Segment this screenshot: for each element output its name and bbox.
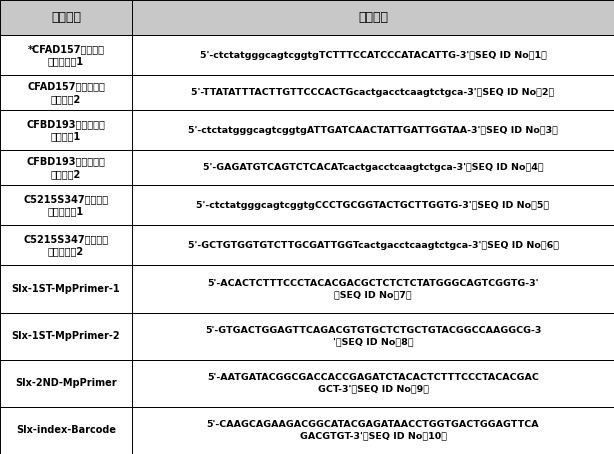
Bar [132, 312, 614, 360]
Text: 5'-ctctatgggcagtcggtgTCTTTCCATCCCATACATTG-3'（SEQ ID No：1）: 5'-ctctatgggcagtcggtgTCTTTCCATCCCATACATT… [200, 50, 546, 59]
Text: 5'-ACACTCTTTCCCTACACGACGCTCTCTCTATGGGCAGTCGGTG-3'
（SEQ ID No：7）: 5'-ACACTCTTTCCCTACACGACGCTCTCTCTATGGGCAG… [208, 279, 538, 299]
Bar [132, 75, 614, 110]
Text: Slx-1ST-MpPrimer-1: Slx-1ST-MpPrimer-1 [12, 284, 120, 294]
Text: Slx-1ST-MpPrimer-2: Slx-1ST-MpPrimer-2 [12, 331, 120, 341]
Bar [0, 35, 132, 75]
Bar [0, 75, 132, 110]
Bar [132, 0, 614, 35]
Text: Slx-index-Barcode: Slx-index-Barcode [16, 425, 116, 435]
Text: Slx-2ND-MpPrimer: Slx-2ND-MpPrimer [15, 378, 117, 388]
Text: CFBD193位点特异性
捕获探针2: CFBD193位点特异性 捕获探针2 [26, 157, 106, 179]
Bar [0, 225, 132, 266]
Bar [132, 266, 614, 312]
Bar [0, 407, 132, 454]
Text: 引物名称: 引物名称 [51, 11, 81, 24]
Text: 引物序列: 引物序列 [358, 11, 388, 24]
Text: C5215S347位点特异
性捕获探针1: C5215S347位点特异 性捕获探针1 [23, 194, 109, 217]
Bar [132, 35, 614, 75]
Text: *CFAD157位点特异
性捕获探针1: *CFAD157位点特异 性捕获探针1 [28, 44, 104, 66]
Text: 5'-TTATATTTACTTGTTCCCACTGcactgacctcaagtctgca-3'（SEQ ID No：2）: 5'-TTATATTTACTTGTTCCCACTGcactgacctcaagtc… [192, 88, 554, 97]
Bar [132, 110, 614, 150]
Bar [132, 185, 614, 225]
Text: 5'-GAGATGTCAGTCTCACATcactgacctcaagtctgca-3'（SEQ ID No：4）: 5'-GAGATGTCAGTCTCACATcactgacctcaagtctgca… [203, 163, 543, 172]
Text: CFAD157位点特异性
捕获探针2: CFAD157位点特异性 捕获探针2 [27, 81, 105, 104]
Bar [132, 407, 614, 454]
Bar [0, 110, 132, 150]
Text: CFBD193位点特异性
捕获探针1: CFBD193位点特异性 捕获探针1 [26, 119, 106, 141]
Text: 5'-GCTGTGGTGTCTTGCGATTGGTcactgacctcaagtctgca-3'（SEQ ID No：6）: 5'-GCTGTGGTGTCTTGCGATTGGTcactgacctcaagtc… [187, 241, 559, 250]
Text: 5'-CAAGCAGAAGACGGCATACGAGATAACCTGGTGACTGGAGTTCA
GACGTGT-3'（SEQ ID No：10）: 5'-CAAGCAGAAGACGGCATACGAGATAACCTGGTGACTG… [207, 420, 539, 440]
Text: C5215S347位点特异
性捕获探针2: C5215S347位点特异 性捕获探针2 [23, 234, 109, 257]
Bar [132, 360, 614, 407]
Bar [0, 185, 132, 225]
Bar [0, 266, 132, 312]
Bar [0, 0, 132, 35]
Bar [0, 312, 132, 360]
Text: 5'-GTGACTGGAGTTCAGACGTGTGCTCTGCTGTACGGCCAAGGCG-3
'（SEQ ID No：8）: 5'-GTGACTGGAGTTCAGACGTGTGCTCTGCTGTACGGCC… [205, 326, 541, 346]
Text: 5'-ctctatgggcagtcggtgATTGATCAACTATTGATTGGTAA-3'（SEQ ID No：3）: 5'-ctctatgggcagtcggtgATTGATCAACTATTGATTG… [188, 126, 558, 134]
Text: 5'-AATGATACGGCGACCACCGAGATCTACACTCTTTCCCTACACGAC
GCT-3'（SEQ ID No：9）: 5'-AATGATACGGCGACCACCGAGATCTACACTCTTTCCC… [207, 373, 539, 393]
Bar [0, 360, 132, 407]
Text: 5'-ctctatgggcagtcggtgCCCTGCGGTACTGCTTGGTG-3'（SEQ ID No：5）: 5'-ctctatgggcagtcggtgCCCTGCGGTACTGCTTGGT… [196, 201, 550, 210]
Bar [132, 150, 614, 185]
Bar [0, 150, 132, 185]
Bar [132, 225, 614, 266]
